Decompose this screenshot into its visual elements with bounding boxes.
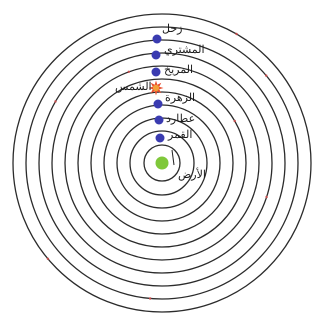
mars-marker bbox=[151, 67, 161, 77]
venus-marker bbox=[153, 99, 163, 109]
orbit-ring bbox=[12, 13, 312, 313]
orbit-ring bbox=[51, 52, 273, 274]
sun-marker bbox=[148, 80, 164, 96]
mercury-marker bbox=[154, 115, 164, 125]
saturn-marker bbox=[152, 34, 162, 44]
mercury-label: عطارد bbox=[166, 112, 195, 125]
orbit-marker-dot bbox=[235, 32, 238, 36]
orbit-marker-dot bbox=[233, 119, 236, 123]
orbit-ring bbox=[143, 144, 181, 182]
orbit-marker-dot bbox=[265, 195, 268, 199]
celestial-bodies: الأرض القمر عطارد الزهرة الشمس المريخ ال… bbox=[115, 22, 206, 181]
mars-label: المريخ bbox=[164, 63, 193, 76]
orbit-ring bbox=[77, 78, 247, 248]
orbit-marker-dot bbox=[148, 297, 152, 300]
orbit-marker-dot bbox=[265, 74, 268, 77]
orbit-marker-dot bbox=[54, 100, 57, 103]
orbit-marker-dot bbox=[46, 257, 50, 260]
earth-marker bbox=[155, 156, 169, 170]
venus-label: الزهرة bbox=[165, 91, 195, 104]
orbit-rings bbox=[12, 13, 312, 313]
earth-label-leader-line bbox=[171, 149, 175, 166]
orbit-ring bbox=[64, 65, 260, 261]
moon-marker bbox=[155, 133, 165, 143]
orbit-marker-dot bbox=[127, 70, 130, 74]
sun-core bbox=[152, 84, 160, 92]
orbit-ring bbox=[25, 26, 299, 300]
moon-label: القمر bbox=[167, 128, 192, 141]
orbit-ring bbox=[38, 39, 286, 287]
saturn-label: زحل bbox=[162, 22, 182, 35]
jupiter-marker bbox=[151, 50, 161, 60]
orbit-markers bbox=[46, 32, 268, 300]
earth-label: الأرض bbox=[178, 167, 206, 181]
sun-label: الشمس bbox=[115, 80, 152, 93]
orbit-ring bbox=[90, 91, 234, 235]
orbit-ring bbox=[129, 130, 195, 196]
jupiter-label: المشتري bbox=[164, 43, 205, 56]
